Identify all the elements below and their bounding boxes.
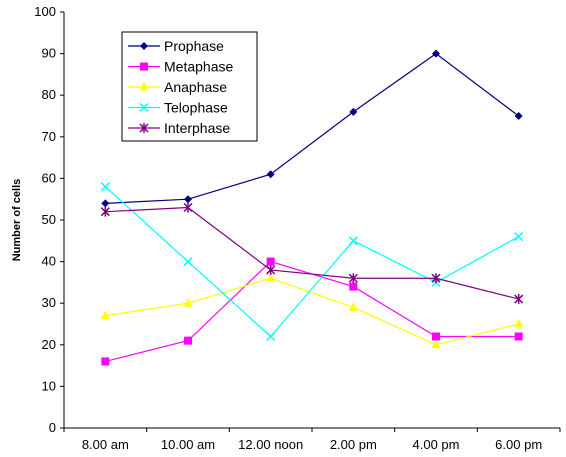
data-point-anaphase	[348, 302, 358, 311]
series-layer	[100, 49, 524, 366]
x-tick-label: 2.00 pm	[330, 437, 377, 452]
y-tick-label: 40	[42, 254, 56, 269]
y-tick-label: 80	[42, 87, 56, 102]
legend-item-anaphase: Anaphase	[128, 79, 227, 95]
data-point-interphase	[348, 273, 358, 284]
legend: Prophase Metaphase Anaphase Telophase Interp…	[121, 31, 258, 142]
data-point-metaphase	[349, 282, 358, 291]
series-telophase	[100, 182, 524, 342]
y-tick-label: 90	[42, 46, 56, 61]
legend-item-prophase: Prophase	[128, 38, 224, 54]
x-ticks: 8.00 am 10.00 am 12.00 noon 2.00 pm 4.00 pm 6…	[63, 428, 561, 452]
y-axis-title: Number of cells	[11, 179, 23, 262]
data-point-prophase	[514, 112, 523, 120]
series-line-metaphase	[105, 260, 519, 363]
x-tick-label: 8.00 am	[82, 437, 129, 452]
data-point-interphase	[100, 206, 110, 217]
data-point-anaphase	[514, 319, 524, 328]
y-tick-label: 0	[49, 420, 56, 435]
data-point-telophase	[100, 182, 110, 192]
legend-marker-anaphase	[139, 82, 149, 91]
legend-item-metaphase: Metaphase	[128, 59, 233, 75]
data-point-anaphase	[266, 273, 276, 282]
legend-marker-metaphase	[140, 62, 148, 71]
data-point-anaphase	[183, 298, 193, 307]
y-tick-label: 30	[42, 295, 56, 310]
data-point-metaphase	[514, 332, 523, 341]
y-ticks: 0 10 20 30 40 50 60 70 80 90 100	[34, 4, 64, 435]
x-tick-label: 4.00 pm	[413, 437, 460, 452]
legend-item-telophase: Telophase	[128, 100, 228, 116]
legend-marker-interphase	[139, 123, 149, 133]
data-point-prophase	[349, 107, 358, 116]
legend-label-telophase: Telophase	[164, 100, 228, 116]
data-point-interphase	[431, 273, 441, 284]
data-point-metaphase	[432, 332, 440, 341]
data-point-telophase	[348, 236, 358, 246]
data-point-telophase	[514, 232, 524, 242]
legend-label-interphase: Interphase	[164, 120, 230, 136]
data-point-prophase	[184, 195, 192, 204]
series-line-telophase	[104, 186, 519, 338]
series-line-anaphase	[105, 277, 519, 346]
x-tick-label: 10.00 am	[161, 437, 215, 452]
y-tick-label: 60	[42, 170, 56, 185]
y-tick-label: 70	[42, 129, 56, 144]
legend-item-interphase: Interphase	[128, 120, 230, 136]
y-tick-label: 50	[42, 212, 56, 227]
data-point-metaphase	[101, 357, 110, 366]
legend-marker-prophase	[140, 42, 148, 50]
data-point-metaphase	[266, 257, 275, 266]
data-point-prophase	[266, 170, 275, 179]
series-interphase	[100, 202, 524, 305]
series-anaphase	[100, 273, 524, 349]
legend-label-anaphase: Anaphase	[164, 79, 227, 95]
y-tick-label: 20	[42, 337, 56, 352]
data-point-anaphase	[100, 310, 110, 320]
series-prophase	[101, 49, 523, 208]
data-point-prophase	[101, 199, 110, 208]
y-tick-label: 10	[42, 378, 56, 393]
legend-label-prophase: Prophase	[164, 38, 224, 54]
data-point-prophase	[432, 49, 440, 58]
data-point-anaphase	[431, 339, 441, 349]
series-line-interphase	[105, 206, 519, 300]
data-point-metaphase	[184, 336, 192, 345]
data-point-interphase	[183, 202, 193, 213]
data-point-telophase	[266, 331, 276, 342]
data-point-telophase	[183, 257, 193, 267]
data-point-interphase	[266, 264, 276, 275]
x-tick-label: 6.00 pm	[495, 437, 542, 452]
data-point-interphase	[514, 294, 524, 305]
legend-marker-telophase	[139, 102, 149, 113]
x-tick-label: 12.00 noon	[238, 437, 303, 452]
legend-label-metaphase: Metaphase	[164, 59, 233, 75]
y-tick-label: 100	[34, 4, 56, 19]
series-line-prophase	[105, 52, 520, 204]
